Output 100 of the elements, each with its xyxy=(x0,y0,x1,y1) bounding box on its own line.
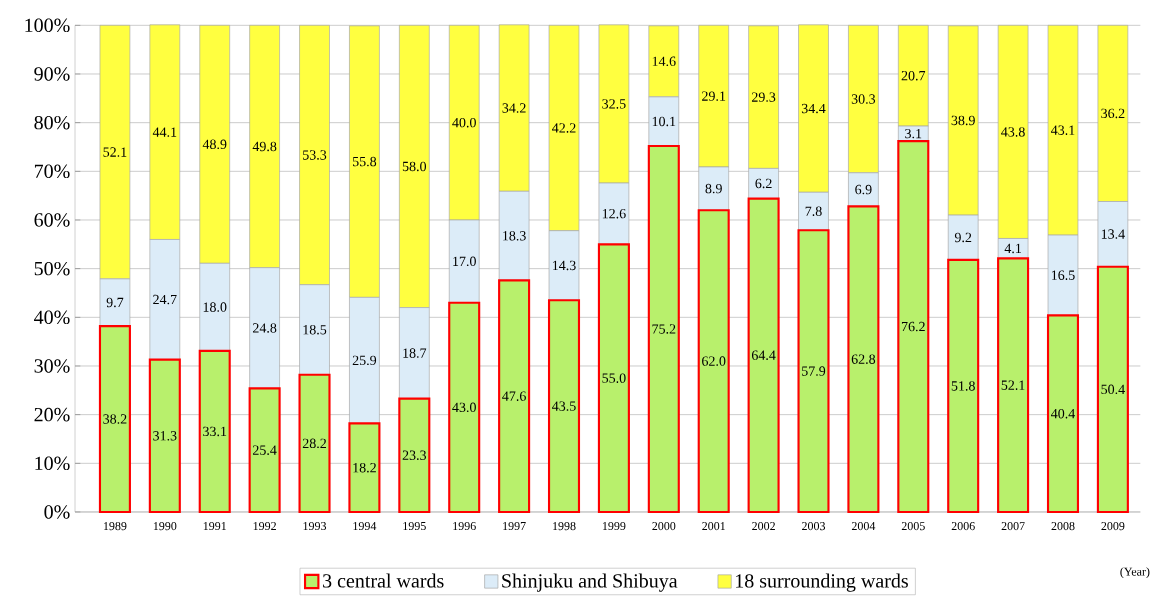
data-label: 20.7 xyxy=(901,70,926,81)
data-label: 64.4 xyxy=(751,350,776,361)
x-tick-label: 1998 xyxy=(553,522,576,531)
bar xyxy=(298,373,331,514)
bar xyxy=(1046,314,1080,514)
data-label: 18.5 xyxy=(303,324,327,335)
data-label: 23.3 xyxy=(402,450,427,461)
data-label: 53.3 xyxy=(303,150,327,160)
data-label: 13.4 xyxy=(1101,229,1125,239)
y-tick-label: 80% xyxy=(34,115,70,130)
data-label: 34.2 xyxy=(502,103,526,113)
y-tick-label: 70% xyxy=(34,164,70,179)
data-label: 29.3 xyxy=(751,92,776,102)
x-tick-label: 2008 xyxy=(1051,522,1075,531)
y-tick-label: 50% xyxy=(34,261,70,276)
bar xyxy=(897,140,930,514)
data-label: 12.6 xyxy=(602,208,626,219)
data-label: 14.6 xyxy=(652,56,676,67)
data-label: 6.9 xyxy=(855,184,872,195)
data-label: 40.4 xyxy=(1051,408,1076,419)
data-label: 17.0 xyxy=(453,256,476,267)
y-tick-label: 100% xyxy=(25,18,70,33)
data-label: 57.9 xyxy=(802,366,826,376)
x-tick-label: 2006 xyxy=(951,522,975,531)
data-label: 52.1 xyxy=(103,147,127,157)
data-label: 24.8 xyxy=(252,323,277,333)
data-label: 3.1 xyxy=(905,128,922,139)
x-tick-label: 2001 xyxy=(702,522,725,531)
bar xyxy=(797,229,830,514)
x-tick-label: 1999 xyxy=(602,522,626,531)
data-label: 43.0 xyxy=(452,402,476,413)
data-label: 47.6 xyxy=(502,391,526,401)
data-label: 4.1 xyxy=(1004,243,1021,254)
data-label: 10.1 xyxy=(652,116,676,127)
data-label: 18.7 xyxy=(403,348,427,358)
data-label: 18.0 xyxy=(203,302,227,312)
data-label: 49.8 xyxy=(252,141,277,152)
x-tick-label: 1990 xyxy=(153,522,177,531)
data-label: 44.1 xyxy=(152,127,177,137)
bar xyxy=(747,197,780,514)
x-tick-label: 1995 xyxy=(403,522,426,531)
x-tick-label: 1996 xyxy=(453,522,476,531)
bar xyxy=(398,397,431,514)
x-tick-label: 2009 xyxy=(1101,522,1125,531)
data-label: 18.3 xyxy=(503,231,526,241)
data-label: 34.4 xyxy=(801,103,826,114)
y-tick-label: 20% xyxy=(34,407,70,422)
data-label: 52.1 xyxy=(1001,380,1025,390)
data-label: 32.5 xyxy=(602,99,626,109)
legend-label: 3 central wards xyxy=(323,573,444,588)
x-tick-label: 2007 xyxy=(1001,522,1025,531)
data-label: 8.9 xyxy=(705,183,722,194)
bar xyxy=(547,299,581,514)
bar xyxy=(348,422,381,514)
bar xyxy=(148,358,181,514)
x-tick-label: 2005 xyxy=(901,522,925,531)
data-label: 29.1 xyxy=(702,91,726,101)
data-label: 42.2 xyxy=(552,123,576,133)
data-label: 25.9 xyxy=(352,355,377,366)
data-label: 31.3 xyxy=(153,431,177,441)
legend-label: 18 surrounding wards xyxy=(736,573,908,592)
x-tick-label: 2000 xyxy=(652,522,676,531)
data-label: 36.2 xyxy=(1101,108,1125,119)
y-tick-label: 90% xyxy=(34,67,70,81)
data-label: 62.8 xyxy=(851,354,876,364)
data-label: 25.4 xyxy=(252,445,277,455)
data-label: 55.0 xyxy=(602,373,626,383)
data-label: 9.2 xyxy=(954,232,972,243)
bar xyxy=(248,387,281,514)
bar xyxy=(947,258,980,514)
x-tick-label: 1992 xyxy=(253,522,276,531)
y-tick-label: 40% xyxy=(34,310,70,325)
data-label: 48.9 xyxy=(202,139,227,150)
data-label: 62.0 xyxy=(702,356,726,366)
data-label: 76.2 xyxy=(901,321,925,332)
data-label: 28.2 xyxy=(302,438,326,449)
data-label: 18.2 xyxy=(353,462,376,473)
y-tick-label: 0% xyxy=(44,505,70,519)
data-label: 38.2 xyxy=(103,414,127,424)
data-label: 7.8 xyxy=(805,206,822,216)
data-label: 43.5 xyxy=(552,401,576,411)
data-label: 50.4 xyxy=(1101,384,1125,395)
x-tick-label: 2004 xyxy=(851,522,876,531)
y-tick-label: 30% xyxy=(34,359,70,373)
y-tick-label: 10% xyxy=(35,456,70,471)
data-label: 55.8 xyxy=(352,156,377,167)
x-axis-title: (Year) xyxy=(1120,567,1150,579)
x-tick-label: 1993 xyxy=(303,522,327,531)
x-tick-label: 2002 xyxy=(752,522,775,531)
bar xyxy=(647,144,680,514)
data-label: 16.5 xyxy=(1051,270,1075,280)
data-label: 6.2 xyxy=(755,178,772,189)
bar xyxy=(448,301,481,514)
bar xyxy=(847,205,880,514)
x-tick-label: 1997 xyxy=(503,522,526,531)
x-tick-label: 2003 xyxy=(802,522,826,531)
x-tick-label: 1989 xyxy=(103,522,127,531)
x-tick-label: 1994 xyxy=(353,522,377,531)
y-tick-label: 60% xyxy=(34,213,70,227)
data-label: 24.7 xyxy=(153,294,177,305)
